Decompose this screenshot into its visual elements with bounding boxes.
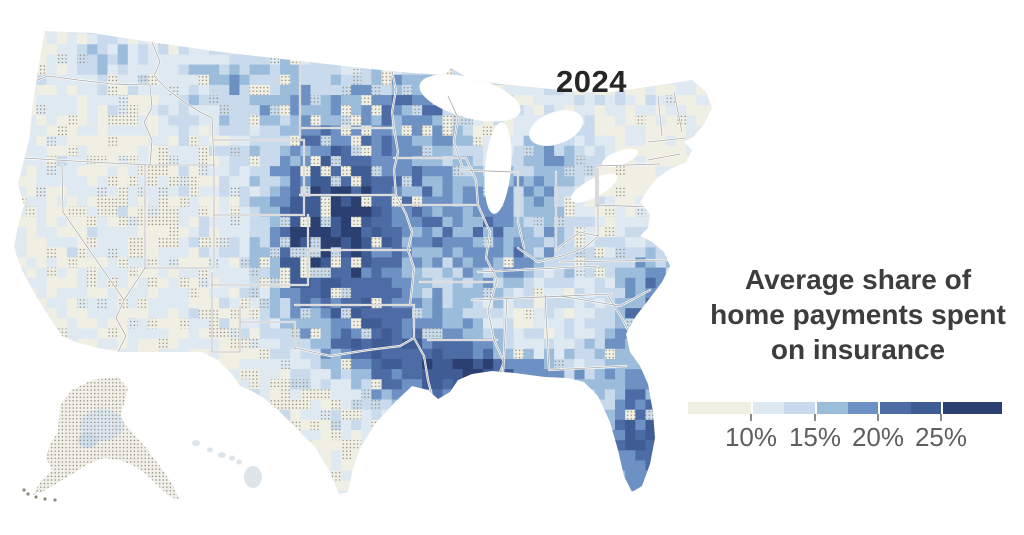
legend-tick-3 (940, 414, 942, 421)
legend-tick-2 (877, 414, 879, 421)
legend-label-25: 25% (914, 422, 968, 452)
year-label: 2024 (556, 64, 627, 99)
alaska (22, 377, 180, 502)
legend-swatch-0 (688, 402, 751, 414)
legend: 10% 15% 20% 25% (688, 402, 1002, 458)
legend-swatch-4 (847, 402, 878, 414)
legend-tick-1 (814, 414, 816, 421)
legend-label-20: 20% (851, 422, 905, 452)
hawaii (192, 440, 262, 488)
great-lakes (419, 74, 639, 214)
legend-tick-0 (750, 414, 752, 421)
legend-title-line-3: on insurance (770, 334, 946, 365)
legend-swatch-7 (943, 402, 1002, 414)
legend-label-10: 10% (724, 422, 778, 452)
state-borders-layer (20, 40, 688, 398)
legend-title: Average share of home payments spent on … (690, 262, 1024, 367)
legend-color-bar (688, 402, 1002, 414)
legend-title-line-1: Average share of (744, 264, 972, 295)
legend-swatch-5 (880, 402, 911, 414)
legend-title-line-2: home payments spent (710, 299, 1006, 330)
legend-swatch-3 (817, 402, 848, 414)
legend-swatch-6 (910, 402, 941, 414)
legend-swatch-2 (784, 402, 815, 414)
legend-swatch-1 (753, 402, 784, 414)
legend-label-15: 15% (788, 422, 842, 452)
